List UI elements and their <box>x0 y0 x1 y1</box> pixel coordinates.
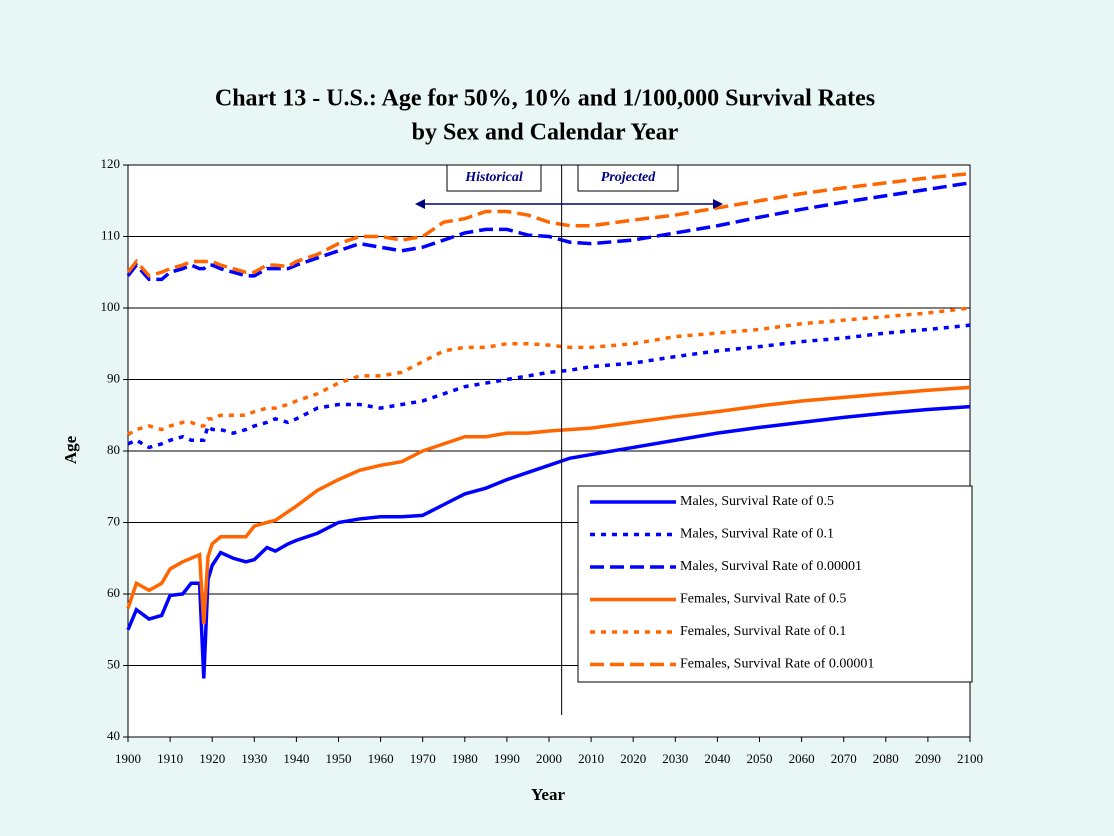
x-tick-label: 1990 <box>494 751 520 766</box>
y-tick-label: 70 <box>107 513 120 528</box>
x-tick-label: 1910 <box>157 751 183 766</box>
series-line <box>126 385 971 625</box>
x-tick-label: 2050 <box>747 751 773 766</box>
y-tick-label: 110 <box>101 227 120 242</box>
x-tick-label: 1970 <box>410 751 436 766</box>
series-line <box>127 323 971 450</box>
legend <box>577 485 973 683</box>
x-tick-label: 1940 <box>283 751 309 766</box>
x-tick-label: 2030 <box>662 751 688 766</box>
x-tick-label: 2080 <box>873 751 899 766</box>
x-tick-label: 2000 <box>536 751 562 766</box>
series-line <box>126 171 971 278</box>
y-tick-label: 120 <box>101 156 121 171</box>
legend-label: Males, Survival Rate of 0.00001 <box>680 559 862 574</box>
y-tick-label: 100 <box>101 299 121 314</box>
series-line <box>126 181 971 282</box>
annotation-box <box>577 164 679 192</box>
x-tick-label: 2040 <box>704 751 730 766</box>
x-tick-label: 2010 <box>578 751 604 766</box>
x-tick-label: 1960 <box>368 751 394 766</box>
x-tick-label: 2020 <box>620 751 646 766</box>
y-axis-title: Age <box>61 435 80 464</box>
x-tick-label: 2070 <box>831 751 857 766</box>
x-tick-label: 2100 <box>957 751 983 766</box>
legend-label: Females, Survival Rate of 0.00001 <box>680 657 874 672</box>
y-tick-label: 80 <box>107 442 120 457</box>
x-tick-label: 2090 <box>915 751 941 766</box>
y-tick-label: 50 <box>107 656 120 671</box>
x-tick-label: 1920 <box>199 751 225 766</box>
legend-label: Females, Survival Rate of 0.5 <box>680 592 846 607</box>
x-tick-label: 1980 <box>452 751 478 766</box>
legend-label: Females, Survival Rate of 0.1 <box>680 624 846 639</box>
annotation-box <box>446 164 542 192</box>
annotation: Projected <box>601 170 656 185</box>
annotation: Historical <box>464 170 523 185</box>
x-tick-label: 1950 <box>326 751 352 766</box>
arrow-head <box>713 199 723 209</box>
chart-title: Chart 13 - U.S.: Age for 50%, 10% and 1/… <box>215 86 875 112</box>
y-tick-label: 40 <box>107 728 120 743</box>
legend-label: Males, Survival Rate of 0.1 <box>680 527 834 542</box>
x-tick-label: 2060 <box>789 751 815 766</box>
y-tick-label: 60 <box>107 585 120 600</box>
chart-subtitle: by Sex and Calendar Year <box>412 120 679 146</box>
y-tick-label: 90 <box>107 370 120 385</box>
x-tick-label: 1900 <box>115 751 141 766</box>
legend-label: Males, Survival Rate of 0.5 <box>680 494 834 509</box>
x-axis-title: Year <box>531 785 565 804</box>
arrow-head <box>415 199 425 209</box>
x-tick-label: 1930 <box>241 751 267 766</box>
series-line <box>126 404 971 679</box>
